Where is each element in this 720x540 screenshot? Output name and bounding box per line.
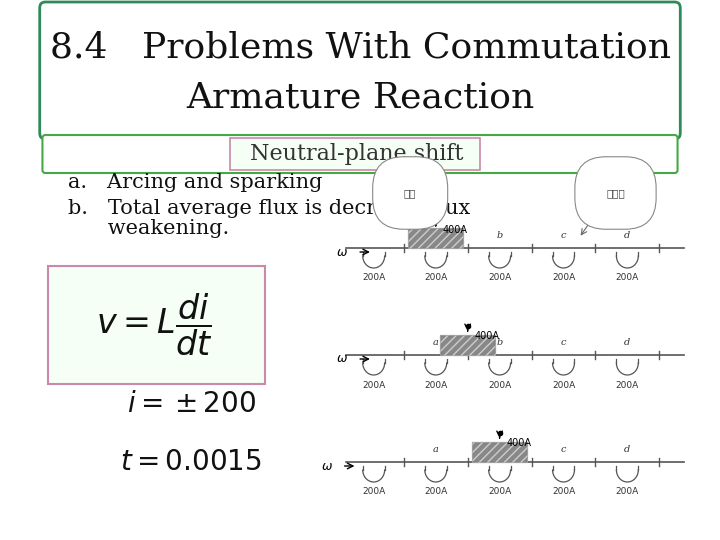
Text: $\omega$: $\omega$	[320, 460, 333, 472]
Text: 200A: 200A	[362, 488, 385, 496]
Text: d: d	[624, 338, 631, 347]
Text: 200A: 200A	[616, 488, 639, 496]
Text: 200A: 200A	[424, 381, 447, 389]
FancyBboxPatch shape	[42, 135, 678, 173]
FancyBboxPatch shape	[48, 266, 265, 384]
Bar	[472, 442, 527, 462]
Text: b: b	[497, 338, 503, 347]
Text: $\omega$: $\omega$	[336, 246, 348, 259]
Text: 400A: 400A	[507, 438, 532, 448]
Text: $t = 0.0015$: $t = 0.0015$	[120, 449, 262, 476]
Text: Neutral-plane shift: Neutral-plane shift	[250, 143, 463, 165]
Text: b: b	[497, 231, 503, 240]
Text: 200A: 200A	[616, 381, 639, 389]
Text: $v = L\dfrac{di}{dt}$: $v = L\dfrac{di}{dt}$	[96, 292, 213, 358]
Text: 换向片: 换向片	[606, 188, 625, 198]
Text: weakening.: weakening.	[68, 219, 229, 238]
Text: a: a	[433, 231, 438, 240]
Text: 8.4   Problems With Commutation: 8.4 Problems With Commutation	[50, 31, 670, 65]
Text: c: c	[561, 338, 566, 347]
Bar	[472, 442, 527, 462]
Text: 400A: 400A	[443, 225, 468, 235]
Text: 200A: 200A	[424, 273, 447, 282]
Text: 200A: 200A	[616, 273, 639, 282]
FancyBboxPatch shape	[40, 2, 680, 139]
Text: a: a	[433, 338, 438, 347]
Bar	[408, 228, 463, 248]
Text: Armature Reaction: Armature Reaction	[186, 81, 534, 115]
Text: 200A: 200A	[552, 381, 575, 389]
Text: 200A: 200A	[424, 488, 447, 496]
Text: b.   Total average flux is decrease flux: b. Total average flux is decrease flux	[68, 199, 470, 218]
Bar	[408, 228, 463, 248]
Text: 200A: 200A	[488, 273, 511, 282]
Bar	[441, 335, 495, 355]
Text: 200A: 200A	[552, 488, 575, 496]
Text: 200A: 200A	[488, 381, 511, 389]
Text: 200A: 200A	[362, 273, 385, 282]
Text: $i = \pm200$: $i = \pm200$	[127, 392, 256, 418]
Text: c: c	[561, 445, 566, 454]
Text: a: a	[433, 445, 438, 454]
Text: d: d	[624, 231, 631, 240]
Bar	[441, 335, 495, 355]
Text: d: d	[624, 445, 631, 454]
Text: $\omega$: $\omega$	[336, 353, 348, 366]
Text: c: c	[561, 231, 566, 240]
Text: 200A: 200A	[488, 488, 511, 496]
Text: 200A: 200A	[362, 381, 385, 389]
FancyBboxPatch shape	[230, 138, 480, 170]
Text: a.   Arcing and sparking: a. Arcing and sparking	[68, 172, 323, 192]
Text: 200A: 200A	[552, 273, 575, 282]
Text: 碳刷: 碳刷	[404, 188, 416, 198]
Text: 400A: 400A	[475, 331, 500, 341]
Text: b: b	[497, 445, 503, 454]
